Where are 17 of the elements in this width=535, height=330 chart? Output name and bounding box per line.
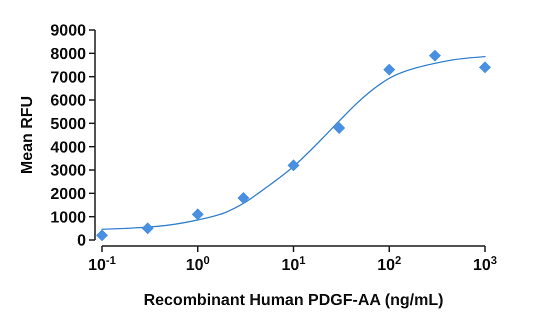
y-tick-label: 4000 <box>50 139 86 156</box>
y-tick-label: 7000 <box>50 69 86 86</box>
y-tick-label: 8000 <box>50 46 86 63</box>
x-tick-label: 10$^{1}$ <box>281 255 306 274</box>
x-tick-label: 10$^{3}$ <box>472 255 498 274</box>
y-axis-title: Mean RFU <box>19 96 36 174</box>
x-tick-label: 10$^{2}$ <box>377 255 402 274</box>
y-tick-label: 3000 <box>50 162 86 180</box>
y-tick-label: 5000 <box>50 116 86 133</box>
x-tick-label: 10$^{-1}$ <box>88 255 116 274</box>
y-tick-label: 1000 <box>50 209 86 226</box>
x-axis-title: Recombinant Human PDGF-AA (ng/mL) <box>144 292 444 309</box>
y-tick-label: 9000 <box>50 22 86 40</box>
y-tick-label: 6000 <box>50 92 86 110</box>
x-tick-label: 10$^{0}$ <box>186 255 210 274</box>
y-tick-label: 2000 <box>50 186 86 203</box>
y-tick-label: 0 <box>77 232 86 250</box>
